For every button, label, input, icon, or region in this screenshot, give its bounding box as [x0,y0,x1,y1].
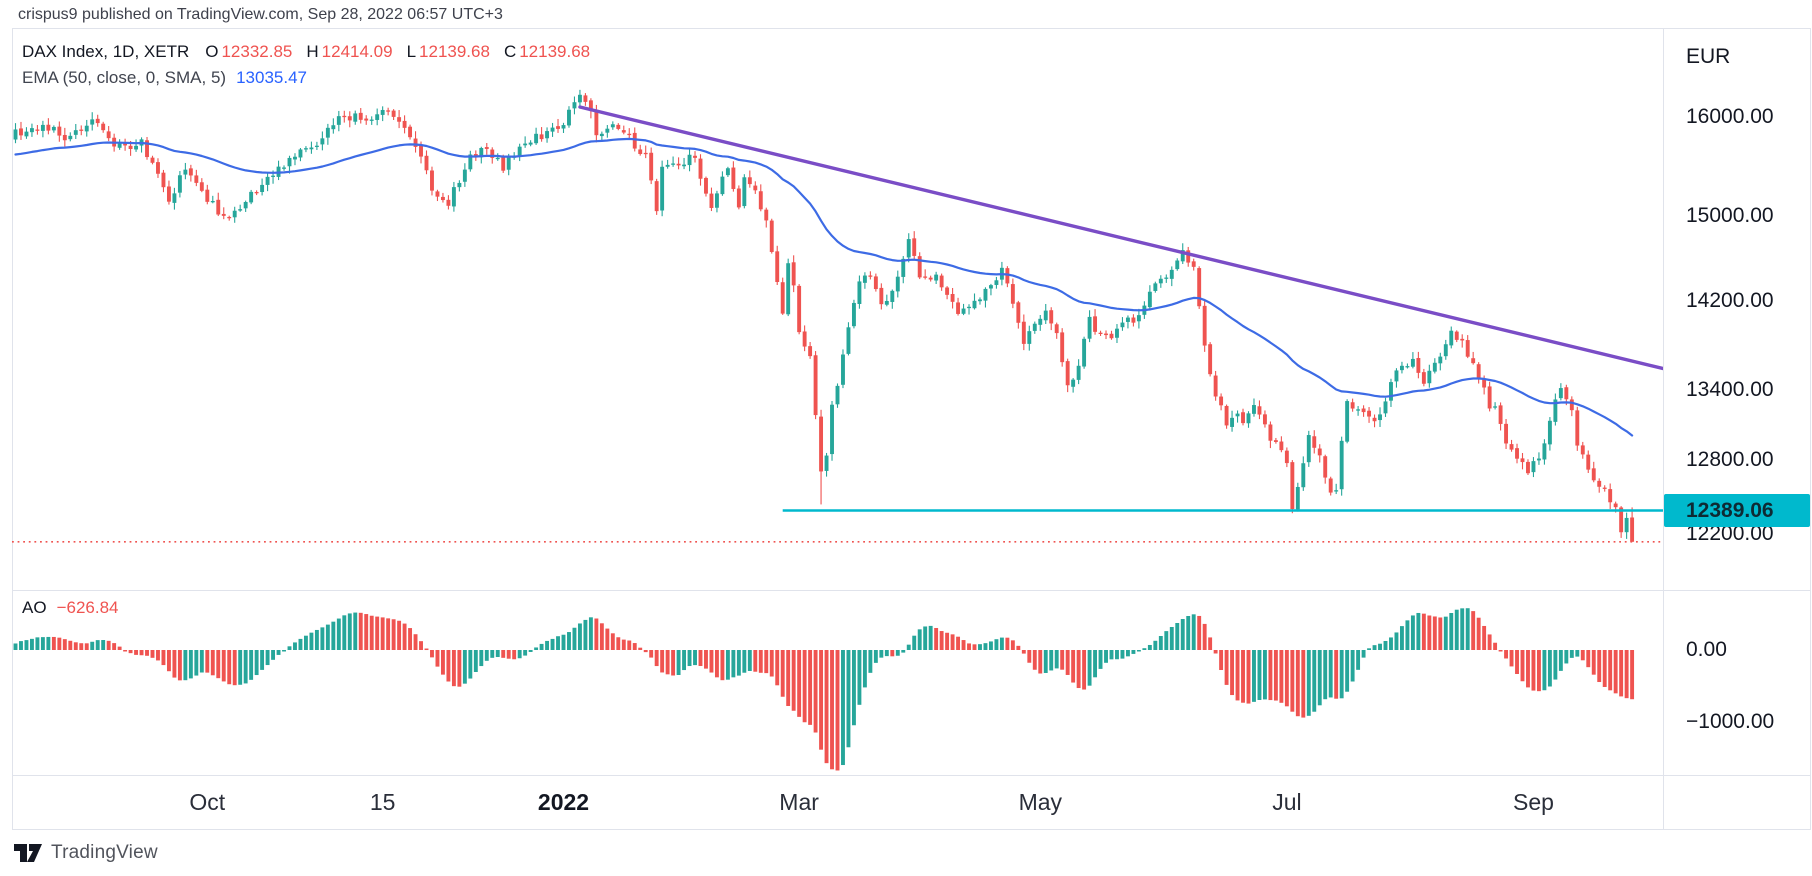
ao-legend-value: −626.84 [56,598,119,617]
time-tick-label: Mar [779,789,819,815]
candlestick-series [13,89,1635,542]
ema-legend[interactable]: EMA (50, close, 0, SMA, 5) 13035.47 [22,68,307,88]
ohlc-close: C 12139.68 [503,42,591,61]
ema-legend-value: 13035.47 [236,68,307,87]
time-tick-label: Jul [1272,789,1302,815]
price-tick-label: 14200.00 [1686,288,1774,312]
attribution-text: crispus9 published on TradingView.com, S… [18,6,503,23]
ema-legend-label: EMA (50, close, 0, SMA, 5) [22,68,227,87]
ohlc-open: O 12332.85 [205,42,293,61]
tradingview-logo-icon [14,844,42,862]
ao-histogram [13,608,1635,771]
ao-tick-label: 0.00 [1686,638,1727,661]
currency-label: EUR [1686,45,1731,68]
time-tick-label: May [1018,789,1063,815]
price-tick-label: 16000.00 [1686,105,1774,128]
price-tick-label: 15000.00 [1686,204,1774,228]
time-tick-label: Oct [189,789,226,815]
watermark-text: TradingView [51,842,158,863]
ao-tick-label: −1000.00 [1686,710,1775,734]
ohlc-low: L 12139.68 [406,42,490,61]
price-tick-label: 13400.00 [1686,377,1774,401]
chart-drawings [12,105,1663,543]
time-tick-label: 15 [369,789,396,815]
price-tick-label: 12800.00 [1686,448,1774,472]
ao-legend-label: AO [22,598,47,617]
price-tick-label: 12200.00 [1686,522,1774,546]
pane-borders [12,28,1811,830]
ohlc-high: H 12414.09 [306,42,393,61]
symbol-legend[interactable]: DAX Index, 1D, XETR O 12332.85 H 12414.09 … [22,42,604,62]
ao-legend[interactable]: AO −626.84 [22,598,119,618]
tradingview-watermark[interactable]: TradingView [14,842,158,864]
symbol-title: DAX Index, 1D, XETR [22,42,190,61]
ema-line [14,137,1634,437]
time-tick-label: Sep [1513,789,1554,815]
time-tick-label: 2022 [537,789,590,815]
support-price-badge: 12389.06 [1664,494,1810,527]
